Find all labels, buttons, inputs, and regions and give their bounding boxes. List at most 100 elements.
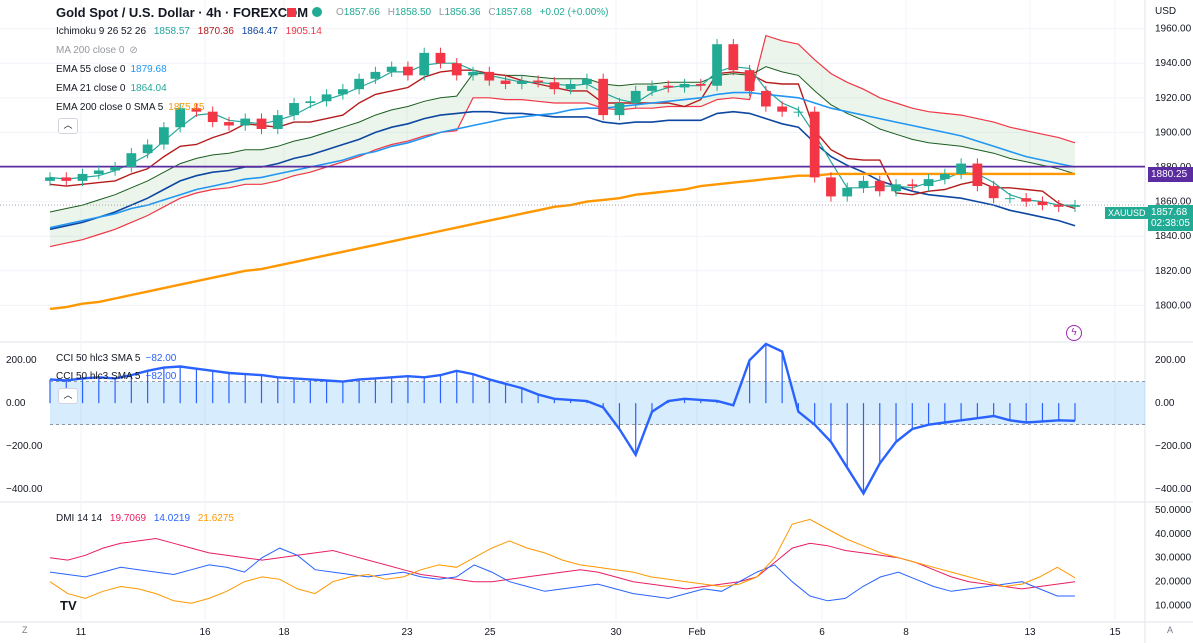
symbol-title[interactable]: Gold Spot / U.S. Dollar · 4h · FOREXCOM (56, 5, 309, 20)
legend-ma200[interactable]: MA 200 close 0 ⊘ (56, 45, 138, 56)
cci-y-tick-label-left: 0.00 (6, 398, 26, 409)
candle-body (793, 111, 804, 113)
currency-label[interactable]: USD (1155, 6, 1177, 17)
candle-body (110, 167, 120, 171)
cci-pane (49, 342, 1145, 496)
candle-body (663, 85, 674, 88)
candle-body (956, 163, 966, 174)
legend-ema200[interactable]: EMA 200 close 0 SMA 5 1875.85 (56, 102, 205, 113)
collapse-cci-legend-button[interactable]: ︿ (58, 388, 78, 404)
x-tick-label: 15 (1109, 627, 1121, 638)
candle-body (858, 180, 869, 188)
cci-band (50, 381, 1145, 425)
candle-body (679, 84, 690, 88)
candle-body (1053, 205, 1064, 207)
cci-y-tick-label-left: −400.00 (6, 484, 43, 495)
dmi-y-tick-label: 20.0000 (1155, 577, 1192, 588)
ohlc-readout: O1857.66 H1858.50 L1856.36 C1857.68 +0.0… (336, 7, 609, 18)
y-tick-label: 1940.00 (1155, 58, 1192, 69)
y-tick-label: 1820.00 (1155, 266, 1192, 277)
ichimoku-span-b (49, 34, 1076, 248)
auto-scale-icon[interactable]: A (1167, 625, 1174, 635)
candle-body (923, 179, 934, 187)
candle-body (1005, 198, 1015, 200)
cci-y-tick-label: 0.00 (1155, 398, 1175, 409)
candle-body (289, 103, 299, 116)
candle-body (77, 173, 88, 181)
candle-body (516, 80, 527, 84)
cci-y-tick-label-left: −200.00 (6, 441, 43, 452)
legend-ema55[interactable]: EMA 55 close 0 1879.68 (56, 64, 167, 75)
candle-body (533, 80, 543, 83)
candle-body (45, 177, 55, 181)
candle-body (93, 170, 104, 174)
y-tick-label: 1860.00 (1155, 197, 1192, 208)
dmi-line-ADX (49, 518, 1076, 604)
candle-body (988, 186, 999, 199)
ichimoku-span-a (49, 66, 1076, 213)
candle-body (159, 127, 169, 145)
candle-body (126, 153, 137, 168)
market-open-icon (312, 7, 322, 17)
ichimoku-tenkan (49, 62, 1075, 206)
legend-ema21[interactable]: EMA 21 close 0 1864.04 (56, 83, 167, 94)
candle-body (826, 177, 836, 197)
dmi-y-tick-label: 30.0000 (1155, 553, 1192, 564)
y-tick-label: 1960.00 (1155, 24, 1192, 35)
candle-body (972, 163, 983, 187)
candle-body (695, 84, 706, 86)
x-tick-label: 6 (819, 627, 825, 638)
candle-body (939, 173, 950, 180)
x-tick-label: 8 (903, 627, 909, 638)
candle-body (614, 103, 625, 116)
candle-body (598, 78, 609, 116)
symbol-tag: XAUUSD (1105, 207, 1149, 219)
legend-dmi[interactable]: DMI 14 14 19.7069 14.0219 21.6275 (56, 513, 234, 524)
candle-body (337, 89, 348, 95)
collapse-legend-button[interactable]: ︿ (58, 118, 78, 134)
cci-y-tick-label: −200.00 (1155, 441, 1192, 452)
zoom-icon[interactable]: Z (22, 625, 28, 635)
cci-line (49, 342, 1076, 496)
candle-body (207, 111, 218, 123)
candle-body (777, 106, 788, 112)
candle-body (647, 85, 657, 91)
time-axis[interactable]: 11 16 18 23 25 30 Feb 6 8 13 15 (76, 627, 1121, 638)
candle-body (549, 82, 560, 90)
candle-body (500, 80, 511, 84)
price-pane (0, 34, 1145, 311)
candle-body (61, 177, 72, 181)
y-tick-label: 1840.00 (1155, 231, 1192, 242)
flag-icon[interactable] (287, 8, 296, 17)
candle-body (305, 101, 316, 104)
dmi-pane (49, 518, 1076, 604)
candle-body (403, 66, 413, 76)
ichimoku-lagging (49, 110, 1076, 231)
x-tick-label: 23 (401, 627, 413, 638)
hidden-eye-icon[interactable]: ⊘ (129, 45, 138, 56)
y-tick-label: 1900.00 (1155, 127, 1192, 138)
dmi-y-tick-label: 50.0000 (1155, 505, 1192, 516)
legend-ichimoku[interactable]: Ichimoku 9 26 52 26 1858.57 1870.36 1864… (56, 26, 322, 37)
candle-body (435, 52, 446, 64)
candle-body (419, 52, 430, 76)
candle-body (1021, 198, 1032, 202)
candle-body (874, 180, 885, 192)
y-tick-label: 1800.00 (1155, 300, 1192, 311)
candle-body (484, 71, 495, 81)
legend-cci-2[interactable]: CCI 50 hlc3 SMA 5 −82.00 (56, 371, 177, 382)
tradingview-logo-icon[interactable]: TV (60, 598, 77, 613)
candle-body (256, 118, 267, 129)
candle-body (142, 144, 153, 154)
candle-body (240, 118, 251, 126)
legend-cci-1[interactable]: CCI 50 hlc3 SMA 5 −82.00 (56, 353, 177, 364)
cci-y-tick-label: 200.00 (1155, 355, 1186, 366)
ema55-line (49, 91, 1076, 229)
candle-body (760, 90, 771, 107)
x-tick-label: 30 (610, 627, 622, 638)
candle-body (175, 108, 186, 128)
flash-icon[interactable]: ϟ (1066, 325, 1082, 341)
last-price-box: 1857.68 02:38:05 (1148, 205, 1193, 231)
